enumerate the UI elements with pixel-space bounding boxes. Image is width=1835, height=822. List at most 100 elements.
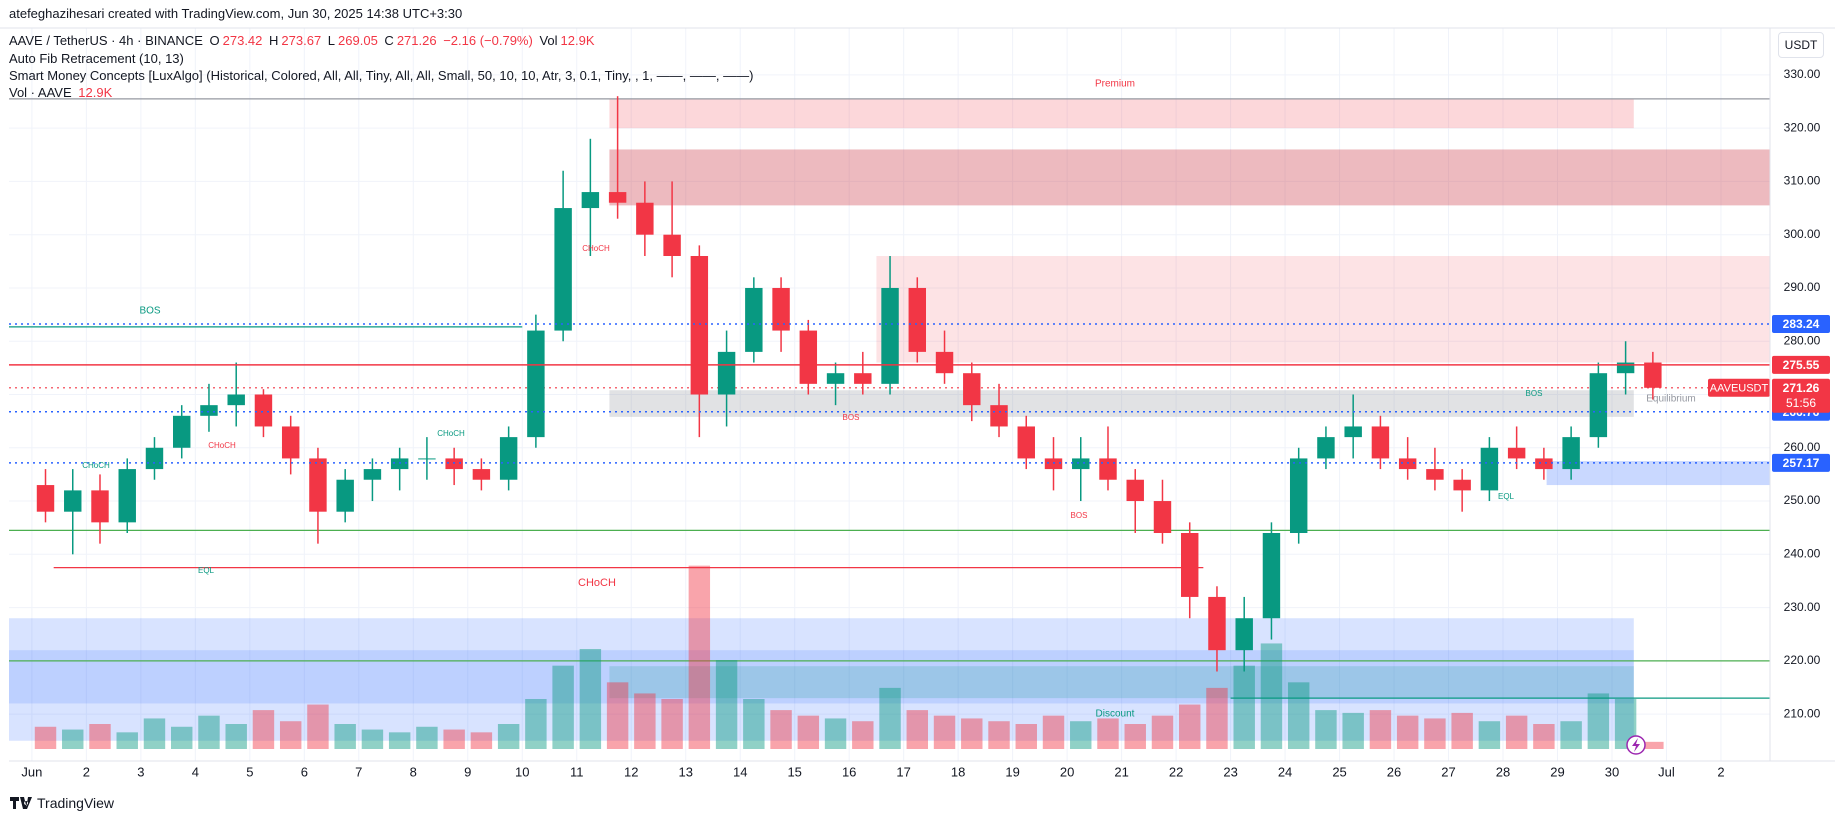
candle-body <box>745 287 763 352</box>
candle-body <box>1535 458 1553 470</box>
volume-bar <box>198 715 220 749</box>
candle-body <box>690 255 709 395</box>
vol-value: 12.9K <box>560 33 595 48</box>
annotation: BOS <box>843 413 860 422</box>
countdown: 51:56 <box>1786 396 1816 410</box>
brand-logo <box>10 797 32 809</box>
candle-body <box>118 469 136 523</box>
candle-body <box>173 415 191 448</box>
candle-body <box>1317 437 1335 459</box>
creator-line: atefeghazihesari created with TradingVie… <box>9 6 463 21</box>
vol-indicator[interactable]: Vol · AAVE 12.9K <box>9 85 115 100</box>
candle-body <box>1453 479 1471 491</box>
volume-bar <box>89 724 111 749</box>
zone <box>876 255 1770 363</box>
volume-bar <box>252 710 275 749</box>
symbol-label: AAVEUSDT <box>1710 383 1769 395</box>
volume-bar <box>606 682 629 749</box>
volume-bar <box>1396 715 1419 749</box>
x-tick-label: Jul <box>1658 764 1675 779</box>
x-tick-label: 15 <box>787 764 801 779</box>
brand: TradingView <box>10 795 114 811</box>
candle-body <box>935 351 954 374</box>
volume-bar <box>1560 721 1582 749</box>
indicator[interactable]: Smart Money Concepts [LuxAlgo] (Historic… <box>9 68 754 83</box>
volume-bar <box>1478 721 1501 749</box>
annotation: CHoCH <box>437 429 465 438</box>
candle-body <box>91 490 109 523</box>
x-tick-label: 28 <box>1496 764 1510 779</box>
candle-body <box>1371 426 1390 459</box>
x-tick-label: 20 <box>1060 764 1074 779</box>
x-tick-label: Jun <box>21 764 42 779</box>
x-tick-label: 23 <box>1223 764 1237 779</box>
volume-bar <box>1097 718 1119 749</box>
ohlc-value: 269.05 <box>338 33 378 48</box>
ohlc-label: L <box>327 33 336 48</box>
x-tick-label: 17 <box>896 764 910 779</box>
y-tick-label: 210.00 <box>1784 706 1821 720</box>
volume-bar <box>307 704 329 749</box>
x-tick-label: 9 <box>464 764 471 779</box>
volume-bar <box>1342 712 1364 749</box>
x-tick-label: 30 <box>1605 764 1619 779</box>
candle-body <box>336 479 354 512</box>
annotation: CHoCH <box>82 461 110 470</box>
volume-bar <box>525 699 547 749</box>
candle-body <box>990 405 1008 427</box>
volume-bar <box>1233 665 1255 749</box>
price-label: 257.17 <box>1783 456 1820 470</box>
candle-body <box>1344 426 1362 438</box>
volume-bar <box>1206 687 1228 749</box>
volume-bar <box>416 726 438 749</box>
x-tick-label: 10 <box>515 764 529 779</box>
annotation: CHoCH <box>582 244 610 253</box>
y-tick-label: 320.00 <box>1784 120 1821 134</box>
volume-bar <box>824 718 847 749</box>
annotation: CHoCH <box>208 441 236 450</box>
indicator[interactable]: Auto Fib Retracement (10, 13) <box>9 51 184 66</box>
volume-bar <box>715 660 738 749</box>
candle-body <box>309 458 327 512</box>
volume-bar <box>279 721 302 749</box>
candle-body <box>254 394 273 427</box>
candle-body <box>36 485 55 512</box>
candle-body <box>1099 458 1117 480</box>
candle-body <box>608 192 627 203</box>
y-tick-label: 220.00 <box>1784 653 1821 667</box>
volume-bar <box>470 732 493 749</box>
candle-body <box>717 351 736 395</box>
x-tick-label: 25 <box>1332 764 1346 779</box>
candle-body <box>1562 437 1580 470</box>
candle-body <box>908 287 927 352</box>
annotation: BOS <box>1526 389 1543 398</box>
candle-body <box>200 405 218 416</box>
x-tick-label: 16 <box>842 764 856 779</box>
currency-button[interactable]: USDT <box>1778 32 1824 58</box>
candle-body <box>1044 458 1063 470</box>
volume-bar <box>62 729 84 749</box>
volume-bar <box>334 724 356 749</box>
zone <box>609 149 1771 206</box>
volume-bar <box>688 565 711 749</box>
price-label: 283.24 <box>1783 317 1820 331</box>
candle-body <box>281 426 300 459</box>
y-tick-label: 280.00 <box>1784 333 1821 347</box>
y-tick-label: 250.00 <box>1784 493 1821 507</box>
volume-bar <box>225 724 247 749</box>
y-tick-label: 310.00 <box>1784 174 1821 188</box>
candle-body <box>1426 469 1444 480</box>
price-label-bg <box>1772 314 1830 333</box>
change: −2.16 (−0.79%) <box>443 33 533 48</box>
candle-body <box>363 469 382 480</box>
candle-body <box>527 330 545 438</box>
candle-body <box>854 373 872 384</box>
annotation: BOS <box>139 306 160 317</box>
candle-body <box>636 202 654 235</box>
candle-body <box>1072 458 1090 470</box>
x-tick-label: 2 <box>83 764 90 779</box>
volume-bar <box>34 726 57 749</box>
volume-bar <box>579 649 602 749</box>
ohlc-label: C <box>384 33 394 48</box>
